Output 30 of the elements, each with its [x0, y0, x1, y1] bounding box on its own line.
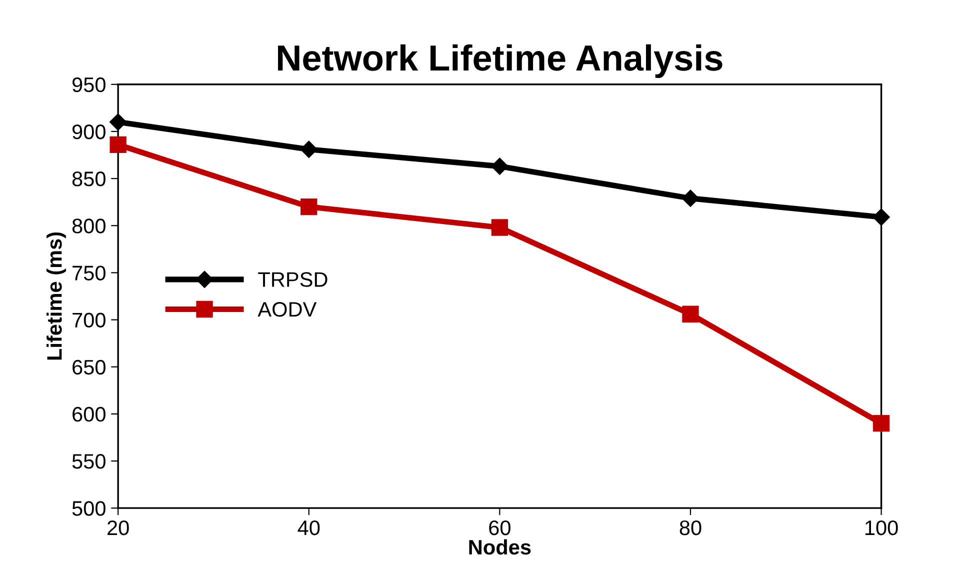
point [872, 208, 890, 226]
point [300, 198, 318, 216]
legend-label: TRPSD [258, 272, 328, 287]
y-tick-label: 950 [72, 77, 106, 92]
y-tick-label: 800 [72, 218, 106, 234]
point [491, 158, 508, 175]
chart-title: Network Lifetime Analysis [278, 44, 722, 78]
x-tick-label: 40 [298, 520, 320, 536]
x-axis-title: Nodes [469, 539, 531, 555]
point [682, 190, 700, 207]
x-tick-label: 100 [865, 520, 898, 536]
y-tick-label: 550 [72, 454, 106, 469]
point [491, 219, 508, 236]
x-tick-label: 60 [489, 520, 510, 536]
x-tick-label: 80 [680, 520, 702, 536]
point [110, 114, 127, 131]
y-tick-label: 750 [72, 266, 106, 280]
y-tick-label: 650 [72, 360, 106, 375]
y-tick-label: 850 [72, 172, 106, 186]
point [872, 415, 890, 432]
y-tick-label: 600 [72, 406, 106, 422]
legend-label: AODV [258, 302, 317, 317]
y-tick-label: 500 [72, 501, 106, 516]
point [110, 136, 126, 153]
point [682, 306, 699, 322]
y-axis-title: Lifetime (ms) [46, 232, 66, 360]
point [300, 140, 318, 158]
y-tick-label: 900 [72, 124, 106, 140]
x-tick-label: 20 [108, 520, 129, 536]
y-tick-label: 700 [72, 312, 106, 328]
